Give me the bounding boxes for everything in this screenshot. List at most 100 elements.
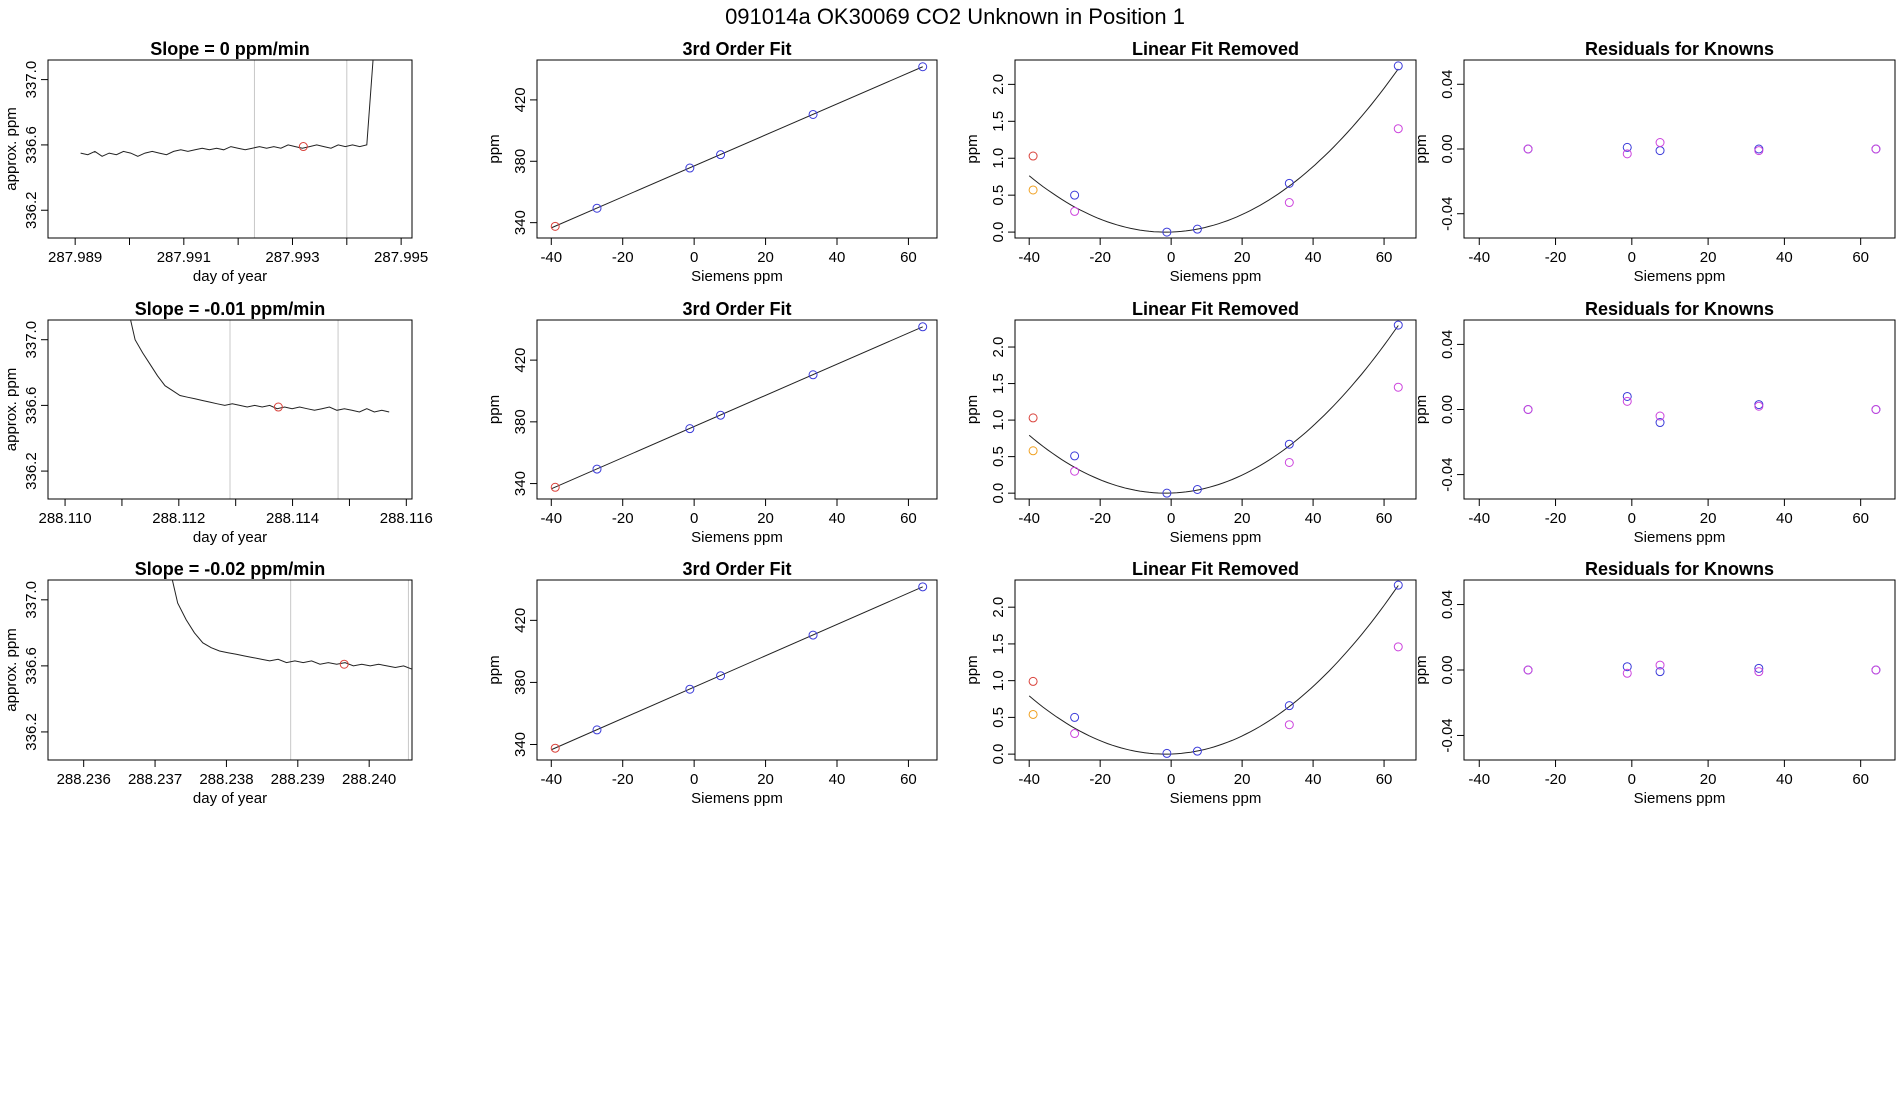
y-tick-label: 0.04: [1439, 590, 1456, 619]
y-tick-label: 1.0: [990, 148, 1007, 169]
sample-marker: [298, 142, 308, 152]
x-tick-label: 40: [1305, 771, 1322, 788]
x-tick-label: -40: [540, 771, 562, 788]
panel-grid: Slope = 0 ppm/min 287.989 287.991 287.993 28…: [3, 39, 1896, 807]
page-title: 091014a OK30069 CO2 Unknown in Position …: [725, 4, 1185, 29]
panel-title: Linear Fit Removed: [1132, 559, 1299, 579]
x-axis-label: Siemens ppm: [691, 268, 783, 285]
x-tick-label: -20: [1545, 249, 1567, 266]
data-point: [1284, 198, 1294, 208]
y-axis-label: ppm: [486, 395, 503, 424]
x-tick-label: -40: [1468, 510, 1490, 527]
data-point: [1284, 701, 1294, 711]
x-tick-label: 20: [1700, 249, 1717, 266]
data-point: [1070, 466, 1080, 476]
x-tick-label: 20: [757, 510, 774, 527]
x-tick-label: 288.116: [380, 510, 433, 527]
x-tick-label: -20: [1089, 510, 1111, 527]
y-tick-label: 420: [512, 348, 529, 373]
x-tick-label: 287.993: [265, 249, 319, 266]
y-tick-label: 336.6: [23, 387, 40, 425]
plot-frame: [536, 59, 938, 239]
x-axis-label: Siemens ppm: [691, 790, 783, 807]
series-line: [171, 580, 412, 670]
panel-title: 3rd Order Fit: [682, 39, 791, 59]
x-tick-label: 287.991: [157, 249, 211, 266]
x-tick-label: 60: [1852, 510, 1869, 527]
x-axis-label: Siemens ppm: [1170, 529, 1262, 546]
panel-residuals-r2: Residuals for Knowns -40 -20 0 20 40 60 -0.04 0.…: [1413, 299, 1896, 546]
y-tick-label: 380: [512, 149, 529, 174]
data-point: [1393, 382, 1403, 392]
y-axis-label: ppm: [964, 395, 981, 424]
y-tick-label: 0.00: [1439, 134, 1456, 163]
y-axis-label: ppm: [964, 134, 981, 163]
data-point: [1028, 709, 1038, 719]
x-tick-label: 60: [900, 249, 917, 266]
plot-frame: [1014, 59, 1417, 239]
data-point: [1655, 660, 1665, 670]
x-tick-label: -40: [1018, 771, 1040, 788]
data-point: [1393, 580, 1403, 590]
y-tick-label: 337.0: [23, 581, 40, 619]
x-tick-label: 60: [1376, 510, 1393, 527]
x-tick-label: -20: [612, 510, 634, 527]
x-tick-label: 20: [1234, 510, 1251, 527]
data-point: [918, 62, 928, 72]
x-tick-label: 288.110: [39, 510, 92, 527]
data-point: [1393, 642, 1403, 652]
x-tick-label: 20: [757, 771, 774, 788]
data-point: [592, 725, 602, 735]
data-point: [685, 163, 695, 173]
y-axis-label: approx. ppm: [3, 628, 20, 711]
plot-data: [171, 580, 412, 670]
data-point: [716, 150, 726, 160]
x-tick-label: -40: [1468, 249, 1490, 266]
fit-curve: [1028, 585, 1399, 755]
data-point: [1284, 439, 1294, 449]
x-tick-label: 0: [1167, 510, 1175, 527]
panel-third-order-fit-r2: 3rd Order Fit -40 -20 0 20 40 60 340 380 420 Sieme…: [486, 299, 938, 546]
x-tick-label: 60: [1376, 249, 1393, 266]
x-tick-label: 60: [900, 771, 917, 788]
data-point: [1162, 227, 1172, 237]
data-point: [1655, 418, 1665, 428]
y-tick-label: -0.04: [1439, 197, 1456, 231]
panel-linear-fit-removed-r3: Linear Fit Removed -40 -20 0 20 40 60 0.0 0.5 1.0…: [964, 559, 1417, 807]
y-tick-label: 337.0: [23, 321, 40, 359]
panel-title: Residuals for Knowns: [1585, 39, 1774, 59]
x-tick-label: -20: [1545, 510, 1567, 527]
x-axis-label: Siemens ppm: [1634, 790, 1726, 807]
x-tick-label: 20: [1700, 771, 1717, 788]
x-tick-label: 20: [1234, 249, 1251, 266]
x-tick-label: 288.237: [128, 771, 182, 788]
x-tick-label: 60: [1376, 771, 1393, 788]
panel-title: Residuals for Knowns: [1585, 559, 1774, 579]
x-tick-label: -20: [612, 771, 634, 788]
y-axis-label: approx. ppm: [3, 368, 20, 451]
panel-title: Residuals for Knowns: [1585, 299, 1774, 319]
data-point: [1393, 320, 1403, 330]
panel-linear-fit-removed-r2: Linear Fit Removed -40 -20 0 20 40 60 0.0 0.5 1.0…: [964, 299, 1417, 546]
fit-line: [551, 66, 923, 229]
panel-title: Linear Fit Removed: [1132, 299, 1299, 319]
panel-timeseries-r2: Slope = -0.01 ppm/min 288.110 288.112 288.1…: [3, 299, 433, 546]
y-tick-label: 0.5: [990, 185, 1007, 206]
plot-data: [80, 60, 374, 157]
data-point: [1028, 151, 1038, 161]
y-tick-label: -0.04: [1439, 718, 1456, 752]
x-tick-label: 40: [1305, 510, 1322, 527]
data-point: [550, 743, 560, 753]
x-tick-label: -20: [1545, 771, 1567, 788]
data-point: [1622, 662, 1632, 672]
panel-title: Slope = -0.01 ppm/min: [135, 299, 326, 319]
plot-frame: [536, 579, 938, 761]
data-point: [1162, 748, 1172, 758]
panel-title: Slope = -0.02 ppm/min: [135, 559, 326, 579]
y-tick-label: 0.5: [990, 446, 1007, 467]
x-axis-label: day of year: [193, 268, 267, 285]
plot-data: [551, 66, 923, 229]
x-tick-label: 0: [1167, 249, 1175, 266]
data-point: [1284, 457, 1294, 467]
